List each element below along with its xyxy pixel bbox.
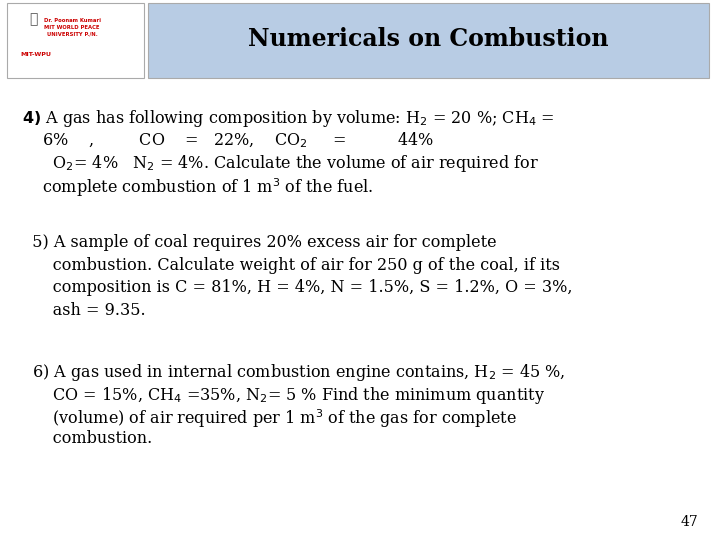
FancyBboxPatch shape <box>148 3 709 78</box>
Text: $\bf{4)}$ A gas has following composition by volume: H$_2$ = 20 %; CH$_4$ =: $\bf{4)}$ A gas has following compositio… <box>22 108 554 129</box>
Text: complete combustion of 1 m$^3$ of the fuel.: complete combustion of 1 m$^3$ of the fu… <box>22 176 373 199</box>
FancyBboxPatch shape <box>7 3 144 78</box>
Text: 6%    ,         CO    =   22%,    CO$_2$     =          44%: 6% , CO = 22%, CO$_2$ = 44% <box>22 131 433 150</box>
Text: Dr. Poonam Kumari
MIT WORLD PEACE
UNIVERSITY P./N.: Dr. Poonam Kumari MIT WORLD PEACE UNIVER… <box>43 18 101 37</box>
Text: (volume) of air required per 1 m$^3$ of the gas for complete: (volume) of air required per 1 m$^3$ of … <box>22 408 516 430</box>
Text: CO = 15%, CH$_4$ =35%, N$_2$= 5 % Find the minimum quantity: CO = 15%, CH$_4$ =35%, N$_2$= 5 % Find t… <box>22 385 544 406</box>
Text: O$_2$= 4%   N$_2$ = 4%. Calculate the volume of air required for: O$_2$= 4% N$_2$ = 4%. Calculate the volu… <box>22 153 539 174</box>
Text: 6) A gas used in internal combustion engine contains, H$_2$ = 45 %,: 6) A gas used in internal combustion eng… <box>22 362 565 383</box>
Text: 47: 47 <box>680 515 698 529</box>
Text: Numericals on Combustion: Numericals on Combustion <box>248 27 608 51</box>
Text: 5) A sample of coal requires 20% excess air for complete: 5) A sample of coal requires 20% excess … <box>22 234 496 251</box>
Text: ⛪: ⛪ <box>29 12 37 26</box>
Text: combustion.: combustion. <box>22 430 152 447</box>
Text: composition is C = 81%, H = 4%, N = 1.5%, S = 1.2%, O = 3%,: composition is C = 81%, H = 4%, N = 1.5%… <box>22 279 572 296</box>
Text: ash = 9.35.: ash = 9.35. <box>22 302 145 319</box>
Text: combustion. Calculate weight of air for 250 g of the coal, if its: combustion. Calculate weight of air for … <box>22 256 559 273</box>
Text: MIT-WPU: MIT-WPU <box>20 52 52 57</box>
